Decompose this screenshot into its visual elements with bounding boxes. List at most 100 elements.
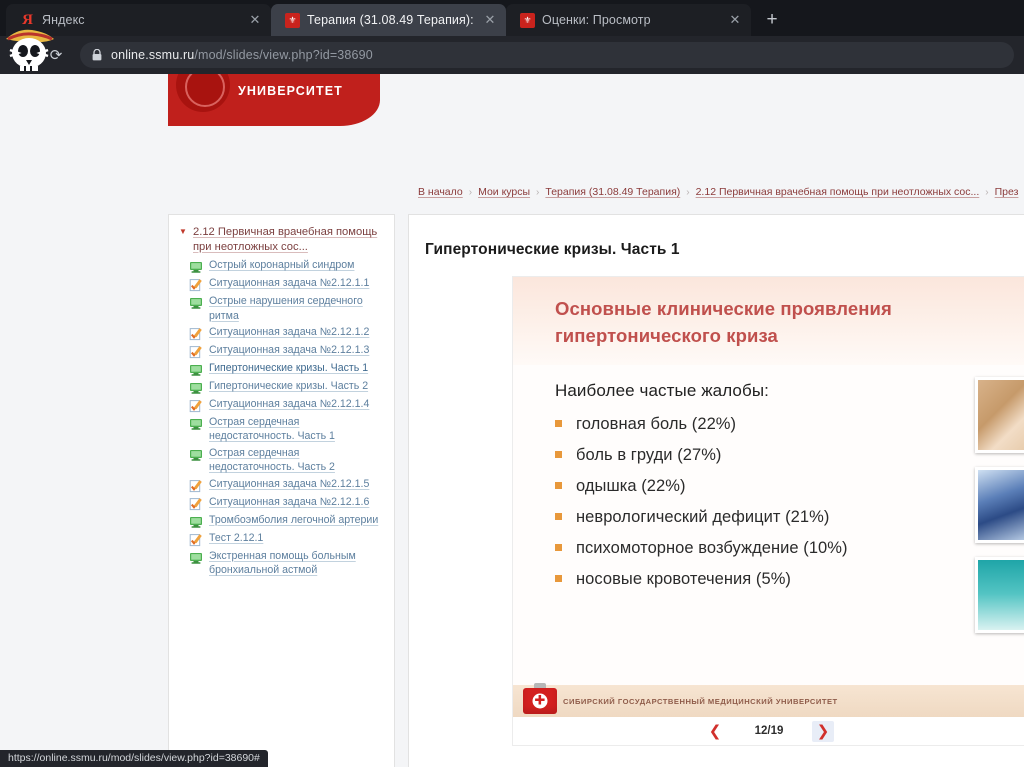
sidebar-item-label: Острый коронарный синдром <box>209 259 355 272</box>
tab-title: Яндекс <box>42 13 85 27</box>
sidebar-item-label: Тест 2.12.1 <box>209 531 264 544</box>
sidebar-item[interactable]: Острый коронарный синдром <box>175 257 386 275</box>
sidebar-item-label: Тромбоэмболия легочной артерии <box>209 513 379 526</box>
slide-navigation: ❮ 12/19 ❯ <box>513 717 1024 745</box>
back-icon[interactable]: ← <box>15 46 31 64</box>
browser-tab-yandex[interactable]: Я Яндекс ✕ <box>6 4 271 36</box>
slide-lead-text: Наиболее частые жалобы: <box>555 381 769 400</box>
slide-bullet-text: боль в груди (27%) <box>576 446 722 464</box>
slide-photo-strip <box>975 377 1024 633</box>
sidebar-item[interactable]: Ситуационная задача №2.12.1.1 <box>175 275 386 293</box>
previous-slide-button[interactable]: ❮ <box>708 723 722 740</box>
sidebar-item[interactable]: Острая сердечная недостаточность. Часть … <box>175 445 386 476</box>
tab-strip: Я Яндекс ✕ ⚜ Терапия (31.08.49 Терапия):… <box>0 0 1024 36</box>
sidebar-item-label: Ситуационная задача №2.12.1.4 <box>209 398 370 410</box>
breadcrumb-separator: › <box>686 186 690 198</box>
breadcrumb-item-presentation[interactable]: През <box>994 186 1019 198</box>
sidebar-item[interactable]: Ситуационная задача №2.12.1.6 <box>175 494 386 512</box>
sidebar-root-label[interactable]: 2.12 Первичная врачебная помощь при неот… <box>193 226 378 253</box>
sidebar-item-label: Гипертонические кризы. Часть 2 <box>209 380 369 392</box>
university-seal-icon <box>176 74 230 112</box>
slide-bullet: одышка (22%) <box>555 477 1024 496</box>
next-slide-button[interactable]: ❯ <box>812 720 834 742</box>
slide-bullet-text: головная боль (22%) <box>576 415 737 433</box>
sidebar-item[interactable]: Острая сердечная недостаточность. Часть … <box>175 414 386 445</box>
bullet-square-icon <box>555 420 562 427</box>
quiz-icon <box>189 533 203 547</box>
browser-tab-grades[interactable]: ⚜ Оценки: Просмотр ✕ <box>506 4 751 36</box>
slides-icon <box>189 448 203 462</box>
close-icon[interactable]: ✕ <box>484 12 496 27</box>
sidebar-item-label: Гипертонические кризы. Часть 1 <box>209 362 369 374</box>
presentation-slide[interactable]: Основные клинические проявления гипертон… <box>513 277 1024 717</box>
main-content-panel: Гипертонические кризы. Часть 1 Основные … <box>408 214 1024 767</box>
quiz-icon <box>189 399 203 413</box>
sidebar-item[interactable]: Тест 2.12.1 <box>175 530 386 548</box>
breadcrumb-separator: › <box>468 186 473 198</box>
browser-toolbar: ← ⟳ online.ssmu.ru/mod/slides/view.php?i… <box>0 36 1024 74</box>
breadcrumb-item-my-courses[interactable]: Мои курсы <box>478 186 531 198</box>
status-bar: https://online.ssmu.ru/mod/slides/view.p… <box>0 750 268 767</box>
breadcrumb-item-section[interactable]: 2.12 Первичная врачебная помощь при неот… <box>695 186 980 198</box>
quiz-icon <box>189 327 203 341</box>
breadcrumb-item-home[interactable]: В начало <box>418 186 463 198</box>
breadcrumb-item-course[interactable]: Терапия (31.08.49 Терапия) <box>545 186 681 198</box>
sidebar-item-label: Ситуационная задача №2.12.1.3 <box>209 344 370 356</box>
sidebar-item[interactable]: Ситуационная задача №2.12.1.5 <box>175 476 386 494</box>
yandex-icon: Я <box>22 11 33 28</box>
quiz-icon <box>189 497 203 511</box>
sidebar-item[interactable]: Гипертонические кризы. Часть 2 <box>175 378 386 396</box>
slides-icon <box>189 260 203 274</box>
breadcrumb-separator: › <box>536 186 540 198</box>
sidebar-item[interactable]: Острые нарушения сердечного ритма <box>175 293 386 324</box>
photo-teal <box>975 557 1024 633</box>
sidebar-item[interactable]: Ситуационная задача №2.12.1.2 <box>175 324 386 342</box>
address-bar[interactable]: online.ssmu.ru/mod/slides/view.php?id=38… <box>80 42 1014 68</box>
ssmu-icon: ⚜ <box>285 12 300 28</box>
sidebar-item-list: Острый коронарный синдром Ситуационная за… <box>175 257 386 578</box>
sidebar-item[interactable]: Гипертонические кризы. Часть 1 <box>175 360 386 378</box>
slide-bullet-text: неврологический дефицит (21%) <box>576 508 830 526</box>
site-logo-banner[interactable]: УНИВЕРСИТЕТ <box>168 74 380 126</box>
tab-title: Терапия (31.08.49 Терапия): Гип <box>307 13 475 27</box>
sidebar-item-label: Экстренная помощь больным бронхиальной а… <box>209 549 356 577</box>
sidebar-item[interactable]: Экстренная помощь больным бронхиальной а… <box>175 548 386 579</box>
slide-bullet: неврологический дефицит (21%) <box>555 508 1024 527</box>
bullet-square-icon <box>555 544 562 551</box>
url-text: online.ssmu.ru/mod/slides/view.php?id=38… <box>111 48 373 62</box>
photo-hands <box>975 377 1024 453</box>
lock-icon <box>92 49 102 61</box>
banner-label: УНИВЕРСИТЕТ <box>238 84 343 98</box>
reload-icon[interactable]: ⟳ <box>49 47 63 64</box>
quiz-icon <box>189 278 203 292</box>
slide-footer: ✚ СИБИРСКИЙ ГОСУДАРСТВЕННЫЙ МЕДИЦИНСКИЙ … <box>513 683 1024 717</box>
sidebar-item[interactable]: Ситуационная задача №2.12.1.4 <box>175 396 386 414</box>
bullet-square-icon <box>555 482 562 489</box>
sidebar-item[interactable]: Ситуационная задача №2.12.1.3 <box>175 342 386 360</box>
bullet-square-icon <box>555 451 562 458</box>
browser-tab-therapy[interactable]: ⚜ Терапия (31.08.49 Терапия): Гип ✕ <box>271 4 506 36</box>
sidebar-item-label: Ситуационная задача №2.12.1.5 <box>209 477 370 490</box>
slides-icon <box>189 417 203 431</box>
slide-counter: 12/19 <box>754 725 784 737</box>
chevron-down-icon[interactable]: ▼ <box>179 227 187 236</box>
slides-icon <box>189 381 203 395</box>
slide-stage: Основные клинические проявления гипертон… <box>513 277 1024 745</box>
slide-bullet-text: одышка (22%) <box>576 477 686 495</box>
slides-icon <box>189 296 203 310</box>
close-icon[interactable]: ✕ <box>729 12 741 27</box>
slide-bullet-text: носовые кровотечения (5%) <box>576 570 791 588</box>
close-icon[interactable]: ✕ <box>249 12 261 27</box>
slide-bullet-list: головная боль (22%) боль в груди (27%) оды… <box>555 415 1024 589</box>
sidebar-section-root[interactable]: ▼ 2.12 Первичная врачебная помощь при не… <box>175 225 386 257</box>
slides-icon <box>189 363 203 377</box>
new-tab-button[interactable]: + <box>766 9 778 30</box>
breadcrumb-separator: › <box>985 186 989 198</box>
slide-bullet: головная боль (22%) <box>555 415 1024 434</box>
slide-bullet-text: психомоторное возбуждение (10%) <box>576 539 848 557</box>
quiz-icon <box>189 345 203 359</box>
sidebar-item[interactable]: Тромбоэмболия легочной артерии <box>175 512 386 530</box>
first-aid-kit-icon: ✚ <box>523 683 557 714</box>
tab-title: Оценки: Просмотр <box>542 13 651 27</box>
